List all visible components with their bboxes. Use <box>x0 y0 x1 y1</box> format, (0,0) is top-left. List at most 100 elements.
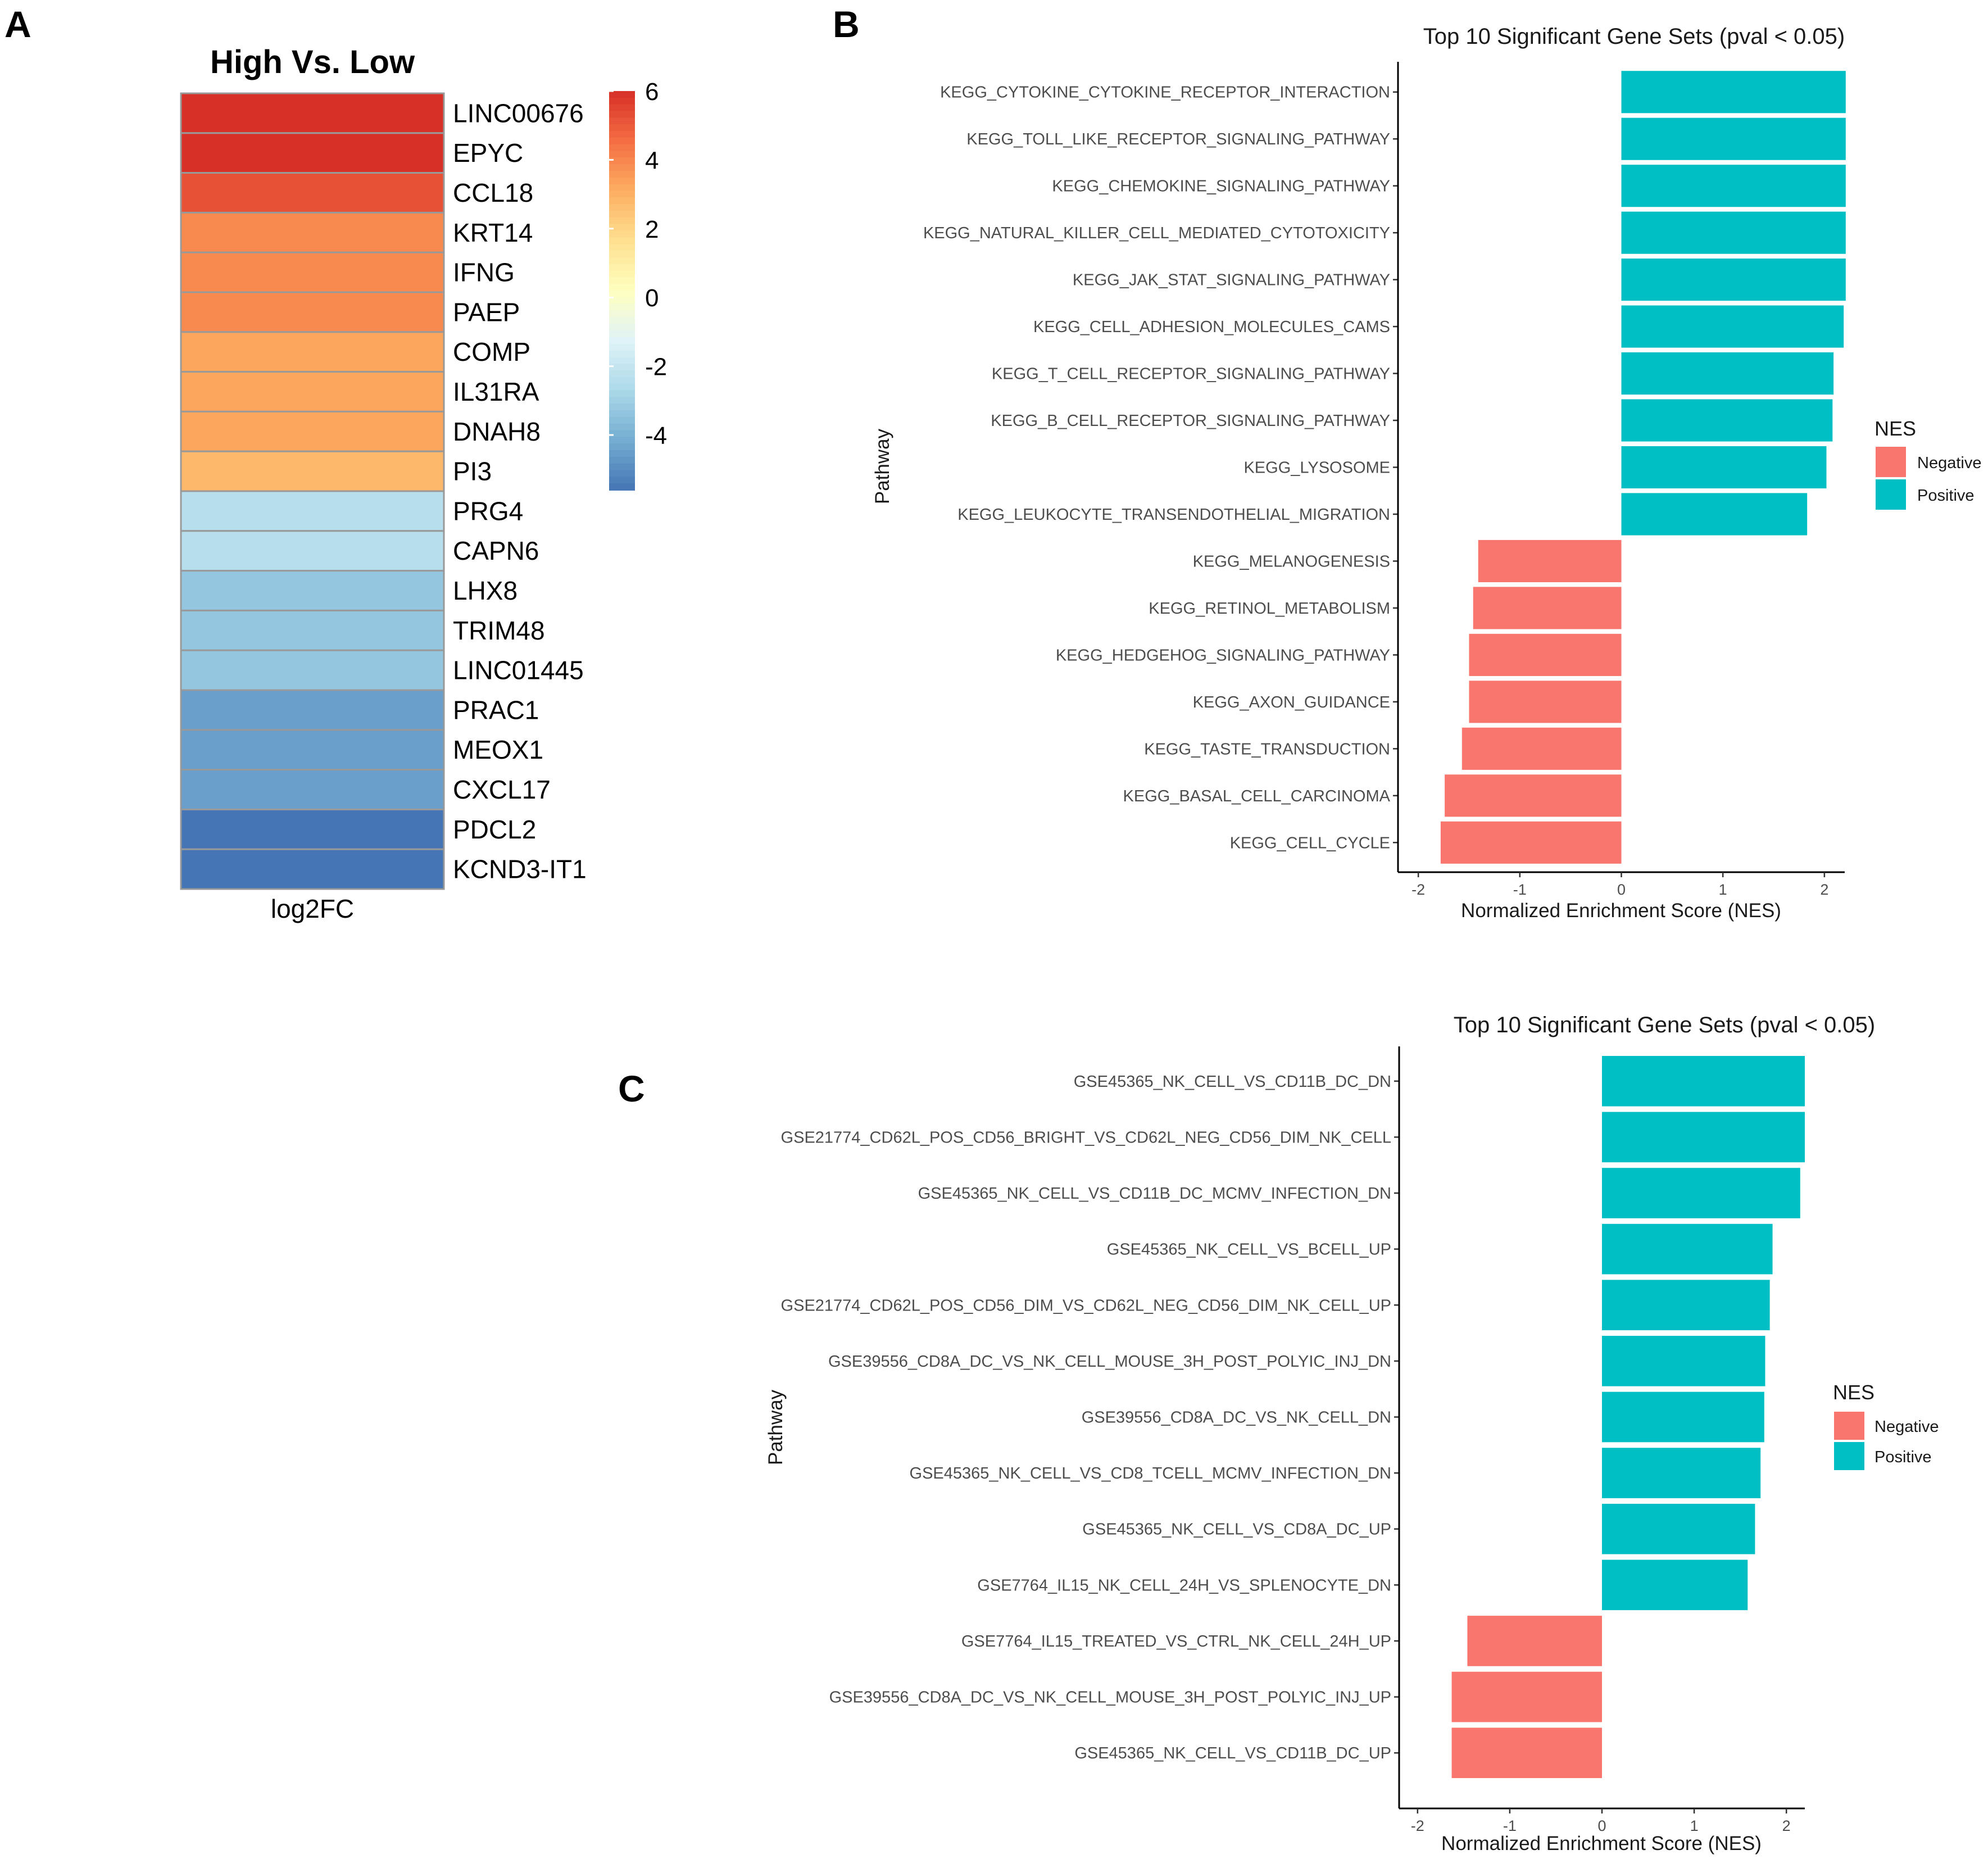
heatmap-row-label: DNAH8 <box>453 417 541 446</box>
colorbar-segment <box>609 350 635 358</box>
kegg-legend-positive: Positive <box>1917 487 1975 505</box>
colorbar-segment <box>609 151 635 158</box>
kegg-category-label: KEGG_MELANOGENESIS <box>1193 552 1390 570</box>
kegg-category-label: KEGG_CYTOKINE_CYTOKINE_RECEPTOR_INTERACT… <box>940 84 1390 102</box>
heatmap-cell <box>180 609 445 651</box>
heatmap-cell <box>180 172 445 214</box>
colorbar-segment <box>609 483 635 491</box>
heatmap-panel: High Vs. Low LINC00676 EPYC CCL18 KRT14 IFNG… <box>180 44 667 923</box>
geneset-category-label: GSE45365_NK_CELL_VS_CD11B_DC_MCMV_INFECT… <box>918 1185 1391 1203</box>
kegg-x-tick-label: 1 <box>1719 881 1727 898</box>
heatmap-cell <box>180 450 445 492</box>
colorbar-segment <box>609 423 635 431</box>
heatmap-cell <box>180 211 445 253</box>
panel-label-b: B <box>833 3 860 45</box>
geneset-bar <box>1451 1671 1602 1722</box>
colorbar-segment <box>609 191 635 198</box>
colorbar-segment <box>609 111 635 119</box>
kegg-x-axis-title: Normalized Enrichment Score (NES) <box>1461 900 1781 922</box>
colorbar-segment <box>609 230 635 238</box>
colorbar-segment <box>609 463 635 471</box>
colorbar-segment <box>609 124 635 132</box>
heatmap-row-label: LINC00676 <box>453 98 584 128</box>
geneset-bar <box>1451 1728 1602 1779</box>
heatmap-cell <box>180 410 445 452</box>
geneset-bar <box>1602 1503 1755 1554</box>
geneset-category-label: GSE39556_CD8A_DC_VS_NK_CELL_MOUSE_3H_POS… <box>829 1689 1391 1707</box>
geneset-y-axis-title: Pathway <box>765 1389 787 1465</box>
colorbar-segment <box>609 291 635 298</box>
kegg-category-label: KEGG_CELL_ADHESION_MOLECULES_CAMS <box>1033 318 1390 336</box>
kegg-category-label: KEGG_NATURAL_KILLER_CELL_MEDIATED_CYTOTO… <box>923 224 1390 242</box>
heatmap-row-label: TRIM48 <box>453 616 545 645</box>
kegg-category-label: KEGG_T_CELL_RECEPTOR_SIGNALING_PATHWAY <box>992 365 1390 383</box>
heatmap-row-label: PRAC1 <box>453 695 539 724</box>
colorbar-segment <box>609 91 635 98</box>
kegg-category-label: KEGG_LEUKOCYTE_TRANSENDOTHELIAL_MIGRATIO… <box>957 506 1390 524</box>
geneset-bar <box>1602 1168 1800 1218</box>
colorbar-segment <box>609 131 635 138</box>
colorbar-segment <box>609 303 635 311</box>
kegg-category-label: KEGG_TOLL_LIKE_RECEPTOR_SIGNALING_PATHWA… <box>966 130 1390 148</box>
geneset-x-tick-label: 1 <box>1690 1817 1699 1834</box>
kegg-bar <box>1469 681 1622 723</box>
heatmap-row-labels: LINC00676 EPYC CCL18 KRT14 IFNG PAEP COMP IL31R… <box>453 98 587 883</box>
heatmap-cell <box>180 132 445 174</box>
colorbar-tick-label: 0 <box>645 284 659 312</box>
colorbar-segment <box>609 390 635 398</box>
colorbar-tick-label: -4 <box>645 422 667 450</box>
kegg-bar <box>1621 305 1844 348</box>
geneset-bar <box>1602 1112 1805 1163</box>
heatmap-row-label: CXCL17 <box>453 775 551 804</box>
colorbar-segment <box>609 117 635 125</box>
heatmap-cell <box>180 530 445 572</box>
geneset-nes-chart: Top 10 Significant Gene Sets (pval < 0.0… <box>765 1013 1939 1855</box>
geneset-category-label: GSE21774_CD62L_POS_CD56_BRIGHT_VS_CD62L_… <box>781 1128 1391 1146</box>
heatmap-cell <box>180 570 445 611</box>
heatmap-cell <box>180 92 445 134</box>
kegg-category-label: KEGG_B_CELL_RECEPTOR_SIGNALING_PATHWAY <box>991 412 1390 430</box>
heatmap-row-label: LINC01445 <box>453 656 584 685</box>
kegg-category-label: KEGG_CHEMOKINE_SIGNALING_PATHWAY <box>1052 178 1390 196</box>
geneset-bar <box>1602 1448 1761 1498</box>
colorbar-segment <box>609 410 635 418</box>
kegg-category-label: KEGG_AXON_GUIDANCE <box>1193 693 1390 711</box>
heatmap-row-label: CCL18 <box>453 178 533 207</box>
geneset-legend-swatch-positive <box>1834 1442 1864 1470</box>
colorbar-segment <box>609 343 635 351</box>
kegg-bar <box>1621 493 1808 536</box>
geneset-category-label: GSE45365_NK_CELL_VS_BCELL_UP <box>1107 1241 1391 1259</box>
heatmap-row-label: KCND3-IT1 <box>453 855 587 884</box>
colorbar-segment <box>609 164 635 171</box>
heatmap-row-label: IFNG <box>453 258 515 287</box>
heatmap-row-label: PRG4 <box>453 496 523 525</box>
kegg-bar <box>1621 117 1846 160</box>
kegg-category-label: KEGG_BASAL_CELL_CARCINOMA <box>1123 787 1391 805</box>
geneset-category-label: GSE21774_CD62L_POS_CD56_DIM_VS_CD62L_NEG… <box>781 1296 1391 1314</box>
colorbar-segment <box>609 297 635 305</box>
heatmap-cell <box>180 371 445 412</box>
geneset-bar <box>1602 1391 1764 1443</box>
kegg-x-tick-label: 0 <box>1617 881 1626 898</box>
kegg-x-tick-label: 2 <box>1820 881 1828 898</box>
heatmap-row-label: COMP <box>453 337 530 366</box>
heatmap-row-label: PDCL2 <box>453 815 536 844</box>
colorbar-segment <box>609 277 635 285</box>
colorbar-segment <box>609 204 635 211</box>
kegg-category-label: KEGG_HEDGEHOG_SIGNALING_PATHWAY <box>1056 646 1390 664</box>
geneset-x-tick-label: 2 <box>1782 1817 1791 1834</box>
kegg-bar <box>1469 633 1622 676</box>
heatmap-cell <box>180 769 445 810</box>
kegg-category-label: KEGG_LYSOSOME <box>1243 459 1390 477</box>
heatmap-cell <box>180 649 445 691</box>
panel-label-c: C <box>618 1068 645 1109</box>
kegg-legend: NES Negative Positive <box>1874 417 1981 510</box>
colorbar-segment <box>609 477 635 484</box>
kegg-x-tick-label: -1 <box>1513 881 1527 898</box>
geneset-category-label: GSE39556_CD8A_DC_VS_NK_CELL_MOUSE_3H_POS… <box>828 1353 1391 1371</box>
kegg-bar <box>1621 71 1846 114</box>
colorbar-tick-label: 6 <box>645 78 659 106</box>
kegg-legend-negative: Negative <box>1917 454 1981 472</box>
heatmap-row-label: KRT14 <box>453 218 533 247</box>
